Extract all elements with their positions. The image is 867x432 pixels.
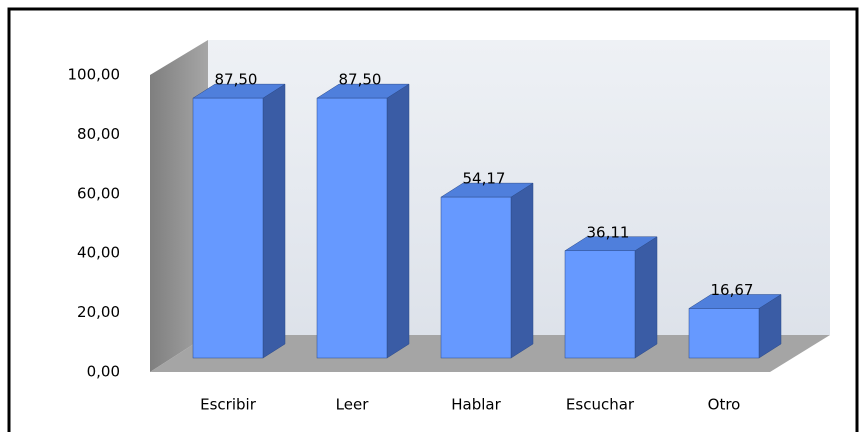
y-tick-label: 100,00 (68, 66, 121, 84)
y-tick-label: 20,00 (77, 303, 120, 321)
bar (316, 97, 388, 359)
x-tick-label: Leer (336, 396, 370, 414)
x-tick-label: Hablar (451, 396, 501, 414)
data-label: 36,11 (587, 223, 630, 241)
data-label: 87,50 (339, 71, 382, 89)
x-tick-label: Escuchar (566, 396, 635, 414)
data-label: 54,17 (463, 170, 506, 188)
y-tick-label: 40,00 (77, 244, 120, 262)
y-tick-label: 80,00 (77, 125, 120, 143)
x-tick-label: Otro (708, 396, 741, 414)
data-label: 16,67 (711, 281, 754, 299)
data-label: 87,50 (215, 71, 258, 89)
bar (688, 308, 760, 359)
bar (192, 97, 264, 359)
bar (564, 250, 636, 359)
bar-side (634, 236, 658, 359)
bar-side (386, 83, 410, 359)
x-tick-label: Escribir (200, 396, 257, 414)
bar (440, 196, 512, 359)
bar-side (510, 182, 534, 359)
y-tick-label: 0,00 (87, 363, 120, 381)
bar-side (262, 83, 286, 359)
y-tick-label: 60,00 (77, 184, 120, 202)
